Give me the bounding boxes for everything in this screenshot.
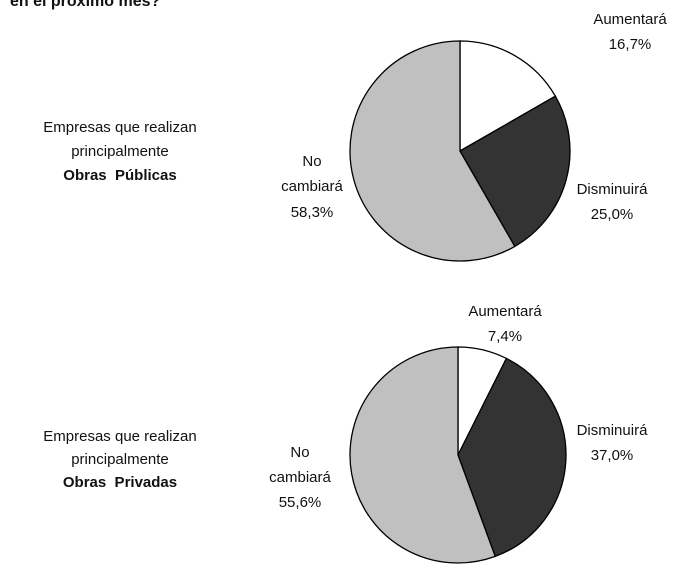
group-label: principalmente (71, 451, 169, 468)
pie-slice (459, 95, 571, 248)
group-label: Empresas que realizan (43, 119, 196, 136)
pie-slice (349, 346, 497, 564)
slice-value-label: 37,0% (591, 447, 634, 464)
slice-value-label: 58,3% (291, 204, 334, 221)
slice-label: No cambiará (269, 444, 331, 486)
slice-label: Disminuirá (577, 181, 649, 198)
slice-value-label: 55,6% (279, 494, 322, 511)
slice-label: Aumentará (593, 11, 667, 28)
group-label: Obras Públicas (63, 167, 176, 184)
chart-title: en el próximo mes? (10, 0, 160, 10)
pie-slice (459, 40, 557, 153)
slice-label: Disminuirá (577, 422, 649, 439)
slice-label: Aumentará (468, 303, 542, 320)
slice-value-label: 16,7% (609, 36, 652, 53)
slice-label: No cambiará (281, 153, 343, 195)
pie-slice (457, 357, 567, 558)
slice-value-label: 25,0% (591, 206, 634, 223)
group-label: Empresas que realizan (43, 428, 196, 445)
group-label: principalmente (71, 143, 169, 160)
slice-value-label: 7,4% (488, 328, 522, 345)
pie-slice (349, 40, 516, 262)
group-label: Obras Privadas (63, 474, 177, 491)
